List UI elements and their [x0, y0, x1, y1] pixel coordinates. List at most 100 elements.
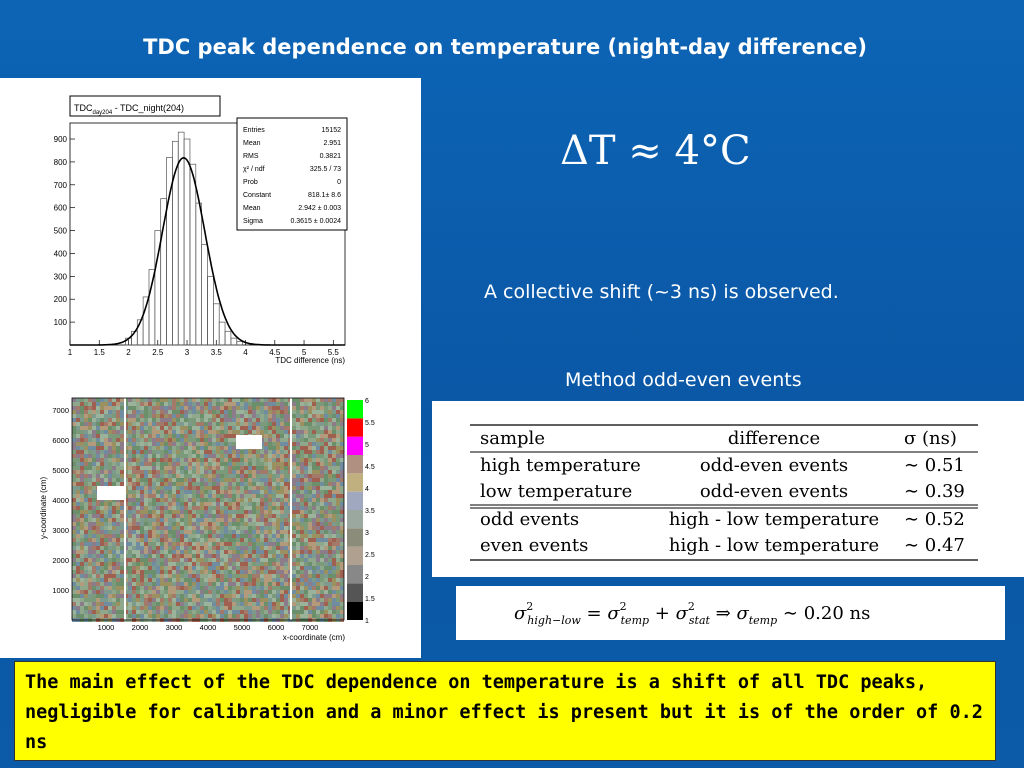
heatmap-cell	[208, 450, 212, 454]
heatmap-cell	[136, 510, 140, 514]
heatmap-cell	[112, 458, 116, 462]
heatmap-cell	[116, 458, 120, 462]
heatmap-cell	[232, 426, 236, 430]
heatmap-cell	[268, 446, 272, 450]
heatmap-cell	[168, 550, 172, 554]
heatmap-cell	[320, 450, 324, 454]
heatmap-cell	[132, 590, 136, 594]
heatmap-cell	[328, 414, 332, 418]
heatmap-cell	[204, 538, 208, 542]
heatmap-cell	[280, 482, 284, 486]
heatmap-cell	[120, 478, 124, 482]
heatmap-cell	[312, 466, 316, 470]
heatmap-cell	[136, 602, 140, 606]
heatmap-cell	[84, 458, 88, 462]
heatmap-cell	[108, 438, 112, 442]
heatmap-cell	[212, 550, 216, 554]
heatmap-cell	[176, 414, 180, 418]
heatmap-cell	[172, 578, 176, 582]
heatmap-cell	[172, 514, 176, 518]
heatmap-cell	[272, 422, 276, 426]
heatmap-cell	[120, 566, 124, 570]
heatmap-cell	[100, 522, 104, 526]
heatmap-cell	[120, 570, 124, 574]
heatmap-cell	[184, 474, 188, 478]
heatmap-cell	[80, 554, 84, 558]
heatmap-cell	[100, 454, 104, 458]
heatmap-cell	[84, 578, 88, 582]
heatmap-cell	[248, 430, 252, 434]
heatmap-cell	[228, 442, 232, 446]
heatmap-cell	[256, 510, 260, 514]
heatmap-cell	[116, 454, 120, 458]
heatmap-cell	[188, 582, 192, 586]
heatmap-cell	[216, 530, 220, 534]
heatmap-cell	[140, 538, 144, 542]
heatmap-cell	[248, 466, 252, 470]
heatmap-cell	[160, 558, 164, 562]
heatmap-cell	[324, 582, 328, 586]
heatmap-cell	[88, 438, 92, 442]
heatmap-cell	[284, 414, 288, 418]
heatmap-cell	[332, 578, 336, 582]
heatmap-cell	[220, 582, 224, 586]
heatmap-cell	[132, 398, 136, 402]
heatmap-cell	[264, 434, 268, 438]
heatmap-cell	[96, 406, 100, 410]
heatmap-cell	[108, 414, 112, 418]
heatmap-cell	[264, 406, 268, 410]
heatmap-cell	[212, 450, 216, 454]
heatmap-cell	[276, 406, 280, 410]
heatmap-cell	[320, 534, 324, 538]
heatmap-cell	[200, 510, 204, 514]
heatmap-cell	[260, 606, 264, 610]
heatmap-cell	[244, 546, 248, 550]
heatmap-cell	[312, 610, 316, 614]
heatmap-cell	[244, 498, 248, 502]
heatmap-cell	[144, 546, 148, 550]
heatmap-cell	[72, 614, 76, 618]
heatmap-cell	[224, 474, 228, 478]
stats-label: χ² / ndf	[243, 166, 265, 173]
heatmap-cell	[308, 522, 312, 526]
heatmap-cell	[108, 422, 112, 426]
heatmap-cell	[320, 410, 324, 414]
heatmap-cell	[328, 470, 332, 474]
heatmap-cell	[100, 574, 104, 578]
heatmap-cell	[268, 406, 272, 410]
heatmap-cell	[176, 582, 180, 586]
heatmap-cell	[340, 426, 344, 430]
heatmap-cell	[204, 534, 208, 538]
heatmap-cell	[336, 466, 340, 470]
heatmap-cell	[340, 582, 344, 586]
heatmap-cell	[96, 442, 100, 446]
heatmap-cell	[268, 590, 272, 594]
heatmap-cell	[100, 430, 104, 434]
heatmap-cell	[104, 458, 108, 462]
heatmap-cell	[216, 434, 220, 438]
heatmap-cell	[208, 570, 212, 574]
heatmap-cell	[264, 610, 268, 614]
heatmap-cell	[340, 566, 344, 570]
heatmap-cell	[316, 598, 320, 602]
heatmap-cell	[292, 578, 296, 582]
histogram-x-tick-label: 2	[126, 348, 131, 357]
heatmap-cell	[220, 430, 224, 434]
heatmap-cell	[208, 474, 212, 478]
heatmap-cell	[312, 410, 316, 414]
heatmap-cell	[332, 434, 336, 438]
heatmap-cell	[264, 430, 268, 434]
heatmap-cell	[240, 462, 244, 466]
heatmap-cell	[144, 514, 148, 518]
heatmap-cell	[192, 414, 196, 418]
heatmap-cell	[140, 582, 144, 586]
heatmap-cell	[152, 494, 156, 498]
heatmap-cell	[160, 458, 164, 462]
heatmap-cell	[308, 406, 312, 410]
heatmap-cell	[72, 506, 76, 510]
heatmap-cell	[132, 494, 136, 498]
heatmap-cell	[104, 558, 108, 562]
heatmap-cell	[204, 418, 208, 422]
heatmap-cell	[204, 450, 208, 454]
heatmap-cell	[272, 578, 276, 582]
